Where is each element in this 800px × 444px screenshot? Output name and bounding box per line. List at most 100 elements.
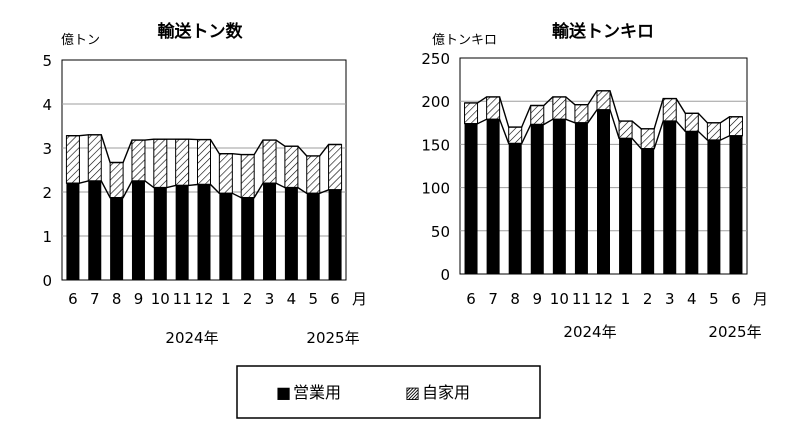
x-tick-label: 6 [68,290,78,308]
x-tick-label: 2 [243,290,253,308]
bar-commercial [131,181,145,280]
x-tick-label: 4 [287,290,297,308]
y-tick-label: 250 [421,50,450,68]
bar-commercial [219,193,233,280]
y-tick-label: 200 [421,93,450,111]
x-tick-label: 10 [151,290,170,308]
bar-commercial [197,184,211,280]
x-tick-label: 4 [687,290,697,308]
bar-private [486,96,501,120]
bar-commercial [685,131,699,274]
bar-private [262,139,277,184]
bar-commercial [175,185,189,280]
bar-private [530,105,545,126]
bar-private [640,128,655,150]
bar-commercial [597,109,610,274]
month-suffix: 月 [352,290,367,308]
legend-marker-private: ▨ [405,383,420,402]
bar-commercial [574,122,588,274]
x-tick-label: 9 [532,290,542,308]
y-axis-unit: 億トン [61,32,100,48]
bar-commercial [619,138,633,274]
bar-private [109,162,124,199]
bar-commercial [328,189,342,280]
y-tick-label: 150 [421,136,450,154]
x-tick-label: 7 [488,290,498,308]
legend: ■ 営業用 ▨ 自家用 [236,365,541,419]
y-tick-label: 3 [42,140,52,158]
bar-private [218,153,233,194]
bar-private [284,145,299,189]
bar-private [508,126,523,145]
bar-commercial [88,181,102,280]
bar-private [153,138,168,189]
bar-private [662,98,677,122]
bar-commercial [110,197,124,280]
bar-commercial [552,119,566,275]
y-tick-label: 0 [42,272,52,290]
bar-private [552,96,567,120]
x-tick-label: 1 [221,290,231,308]
bar-private [131,139,146,182]
y-tick-label: 100 [421,180,450,198]
bar-commercial [729,135,743,274]
bar-commercial [263,183,277,280]
x-tick-label: 7 [90,290,100,308]
legend-label-commercial: 営業用 [293,383,341,402]
bar-commercial [153,187,167,280]
y-tick-label: 2 [42,184,52,202]
chart-title: 輸送トンキロ [552,21,654,42]
bar-private [728,116,743,137]
series-line-commercial [464,109,743,150]
bar-commercial [306,193,320,280]
series-line-total [464,90,743,130]
legend-marker-commercial: ■ [276,383,291,402]
bar-private [306,155,321,194]
year-label-2024: 2024年 [563,323,616,341]
y-tick-label: 50 [431,223,450,241]
x-tick-label: 11 [572,290,591,308]
bar-commercial [66,183,80,280]
x-tick-label: 6 [466,290,476,308]
x-tick-label: 6 [731,290,741,308]
year-label-2025: 2025年 [708,323,761,341]
series-line-total [66,134,342,164]
bar-private [328,143,343,191]
year-label-2025: 2025年 [306,329,359,347]
x-tick-label: 1 [621,290,631,308]
bar-commercial [241,197,255,280]
legend-label-private: 自家用 [422,383,470,402]
y-tick-label: 4 [42,96,52,114]
x-tick-label: 6 [330,290,340,308]
bar-private [618,120,633,139]
bar-private [87,134,102,182]
bar-commercial [707,140,721,274]
x-tick-label: 9 [134,290,144,308]
x-tick-label: 3 [265,290,275,308]
legend-box [236,365,541,419]
bar-private [706,122,721,141]
x-tick-label: 8 [510,290,520,308]
bar-private [65,135,80,184]
bar-commercial [284,187,298,280]
bar-commercial [663,121,677,275]
bar-commercial [464,123,478,274]
bar-private [596,90,611,111]
bar-private [464,102,479,125]
bar-private [175,138,190,186]
bar-private [574,104,589,124]
x-tick-label: 5 [709,290,719,308]
y-tick-label: 1 [42,228,52,246]
y-axis-unit: 億トンキロ [432,32,497,48]
x-tick-label: 10 [550,290,569,308]
bar-private [240,154,255,199]
x-tick-label: 3 [665,290,675,308]
bar-private [684,112,699,132]
chart-title: 輸送トン数 [158,21,244,42]
bar-private [197,139,211,186]
y-tick-label: 5 [42,52,52,70]
x-tick-label: 5 [308,290,318,308]
